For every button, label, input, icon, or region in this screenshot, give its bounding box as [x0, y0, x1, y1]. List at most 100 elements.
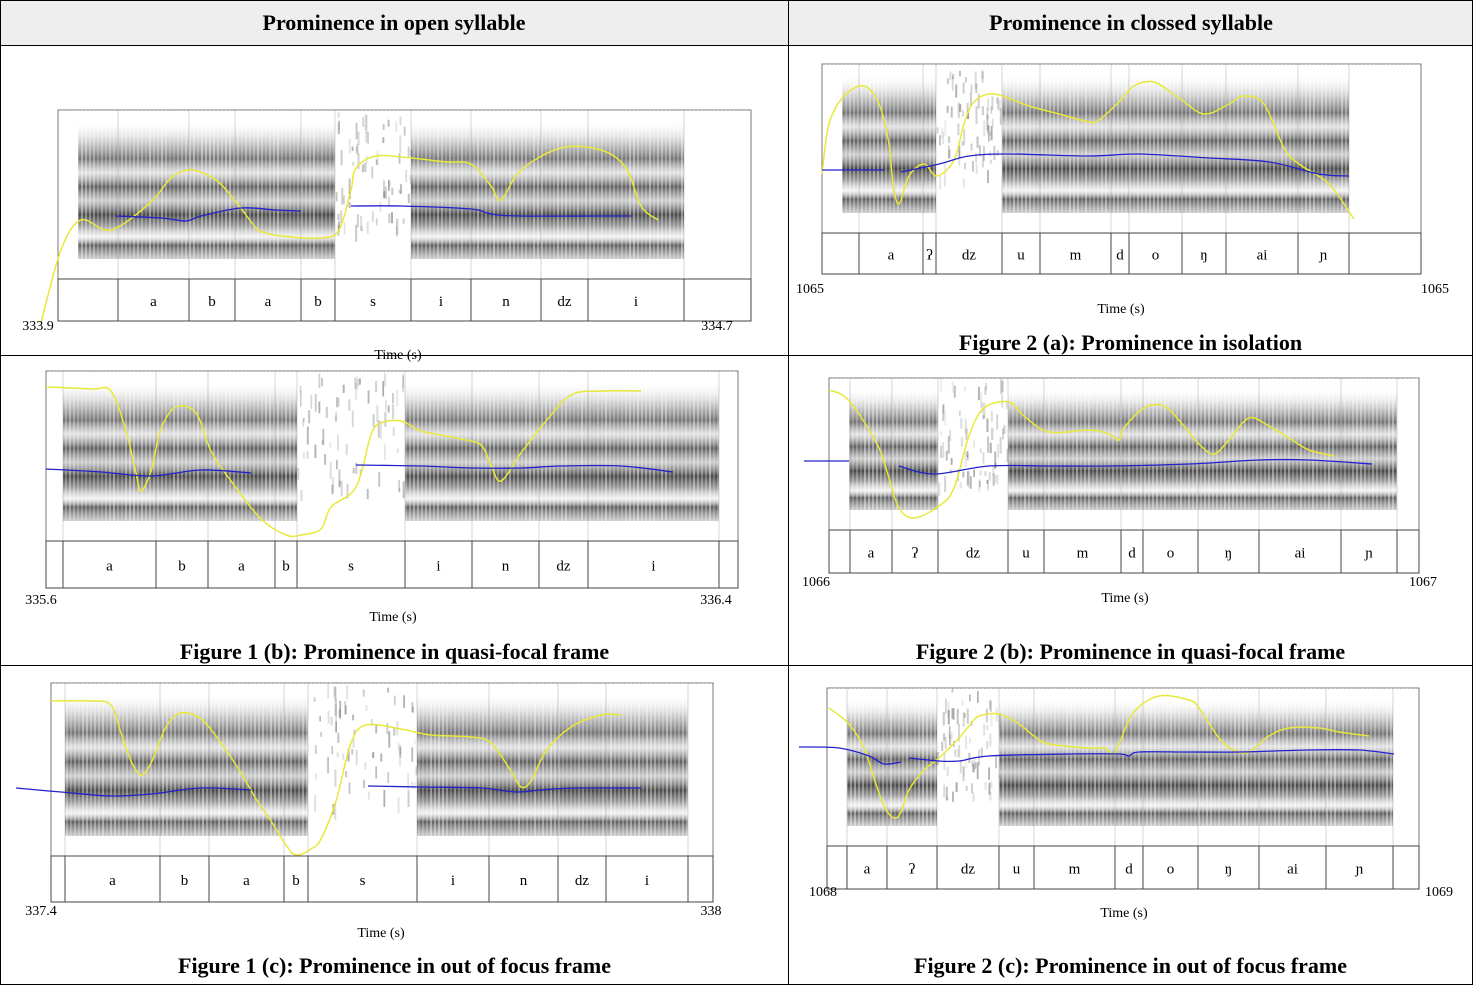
time-axis-label: Time (s) — [1100, 906, 1148, 921]
segment-label: d — [1125, 862, 1133, 878]
segment-label: a — [109, 873, 116, 889]
figure-2c: a ʔ dz u m d o ŋ ai ɲ 1068 1069 Time (s) Figure 2 (c)… — [789, 666, 1472, 984]
segment-label: u — [1013, 862, 1021, 878]
segment-label: ʔ — [912, 546, 919, 562]
segment-label: b — [178, 559, 186, 575]
segment-label: b — [292, 873, 300, 889]
segment-label: s — [370, 294, 376, 310]
pitch-contour — [45, 468, 252, 477]
segment-label: ɲ — [1364, 546, 1373, 562]
time-axis-label: Time (s) — [369, 610, 417, 625]
time-start-label: 1065 — [796, 282, 824, 297]
intensity-contour — [40, 145, 659, 324]
segment-label: ŋ — [1225, 862, 1232, 878]
pitch-contour — [908, 748, 1395, 763]
segment-label: ɲ — [1319, 248, 1328, 264]
segment-label: i — [645, 873, 649, 889]
segment-label: o — [1152, 248, 1160, 264]
time-start-label: 333.9 — [22, 319, 54, 334]
spectrogram — [832, 378, 1418, 530]
spectrogram-figure: a b a b s i n dz i 335.6 336.4 Time (s) — [25, 370, 739, 625]
spectrogram-figure: a ʔ dz u m d o ŋ ai ɲ 1066 1067 Time (s) — [802, 377, 1437, 606]
header-closed-syllable: Prominence in clossed syllable — [989, 9, 1273, 35]
pitch-contour — [898, 458, 1373, 475]
segment-label: o — [1167, 546, 1175, 562]
segment-label: ŋ — [1200, 248, 1207, 264]
segment-label: a — [888, 248, 895, 264]
segment-label: u — [1022, 546, 1030, 562]
figure-2b: a ʔ dz u m d o ŋ ai ɲ 1066 1067 Time (s) Figure 2 (b)… — [789, 356, 1472, 665]
header-row — [1, 1, 1472, 45]
time-start-label: 335.6 — [25, 593, 57, 608]
segment-label: ai — [1257, 248, 1268, 264]
figure-2a: a ʔ dz u m d o ŋ ai ɲ 1065 1065 Time (s) Figure 2 (a)… — [789, 46, 1472, 355]
time-end-label: 1069 — [1425, 885, 1453, 900]
segment-label: u — [1017, 248, 1025, 264]
spectrogram — [49, 371, 735, 541]
segment-label: ai — [1287, 862, 1298, 878]
segment-label: a — [150, 294, 157, 310]
segment-label: d — [1128, 546, 1136, 562]
text-grid-tier — [45, 540, 739, 589]
segment-label: o — [1167, 862, 1175, 878]
table-column-divider — [788, 0, 789, 985]
time-end-label: 1065 — [1421, 282, 1449, 297]
intensity-contour — [821, 80, 1355, 220]
segment-label: a — [864, 862, 871, 878]
time-axis-label: Time (s) — [374, 348, 422, 363]
segment-label: ʔ — [926, 248, 933, 264]
pitch-contour — [367, 785, 642, 793]
segment-label: s — [360, 873, 366, 889]
segment-label: dz — [966, 546, 981, 562]
spectrogram — [830, 688, 1416, 846]
segment-label: m — [1069, 862, 1081, 878]
text-grid-tier — [821, 232, 1422, 275]
segment-label: dz — [575, 873, 590, 889]
time-start-label: 1066 — [802, 575, 830, 590]
pitch-contour — [15, 787, 252, 797]
figure-caption: Figure 2 (b): Prominence in quasi-focal … — [915, 639, 1346, 664]
pitch-contour — [115, 207, 302, 222]
segment-label: dz — [557, 294, 572, 310]
figure-caption: Figure 1 (c): Prominence in out of focus… — [178, 953, 611, 978]
segment-label: a — [868, 546, 875, 562]
segment-label: ŋ — [1225, 546, 1232, 562]
pitch-contour — [900, 153, 1350, 177]
segment-label: d — [1116, 248, 1124, 264]
pitch-contour — [798, 746, 902, 765]
figure-caption: Figure 2 (a): Prominence in isolation — [958, 330, 1303, 355]
figure-caption: Figure 1 (b): Prominence in quasi-focal … — [179, 639, 610, 664]
segment-label: i — [651, 559, 655, 575]
segment-label: n — [502, 559, 510, 575]
time-end-label: 336.4 — [700, 593, 732, 608]
segment-label: b — [282, 559, 290, 575]
header-open-syllable: Prominence in open syllable — [262, 9, 526, 35]
segment-label: b — [314, 294, 322, 310]
segment-label: dz — [962, 248, 977, 264]
spectrogram-figure: a ʔ dz u m d o ŋ ai ɲ 1065 1065 Time (s) — [796, 63, 1449, 317]
pitch-contour — [355, 464, 674, 473]
intensity-contour — [50, 699, 622, 856]
figure-1b: a b a b s i n dz i 335.6 336.4 Time (s) Figure 1 (b)… — [1, 356, 788, 665]
time-start-label: 1068 — [809, 885, 837, 900]
segment-label: n — [502, 294, 510, 310]
segment-label: b — [181, 873, 189, 889]
time-axis-label: Time (s) — [1097, 302, 1145, 317]
time-end-label: 334.7 — [701, 319, 733, 334]
segment-label: a — [106, 559, 113, 575]
segment-label: m — [1070, 248, 1082, 264]
segment-label: i — [451, 873, 455, 889]
time-axis-label: Time (s) — [1101, 591, 1149, 606]
segment-label: ai — [1295, 546, 1306, 562]
table-rule — [0, 665, 1473, 666]
time-end-label: 1067 — [1409, 575, 1437, 590]
segment-label: dz — [961, 862, 976, 878]
spectrogram-figure: a b a b s i n dz i 333.9 334.7 Time (s) — [22, 109, 752, 363]
segment-label: dz — [556, 559, 571, 575]
pitch-contour — [350, 205, 631, 217]
intensity-contour — [45, 386, 642, 538]
spectrogram — [825, 64, 1419, 233]
segment-label: b — [208, 294, 216, 310]
segment-label: n — [520, 873, 528, 889]
